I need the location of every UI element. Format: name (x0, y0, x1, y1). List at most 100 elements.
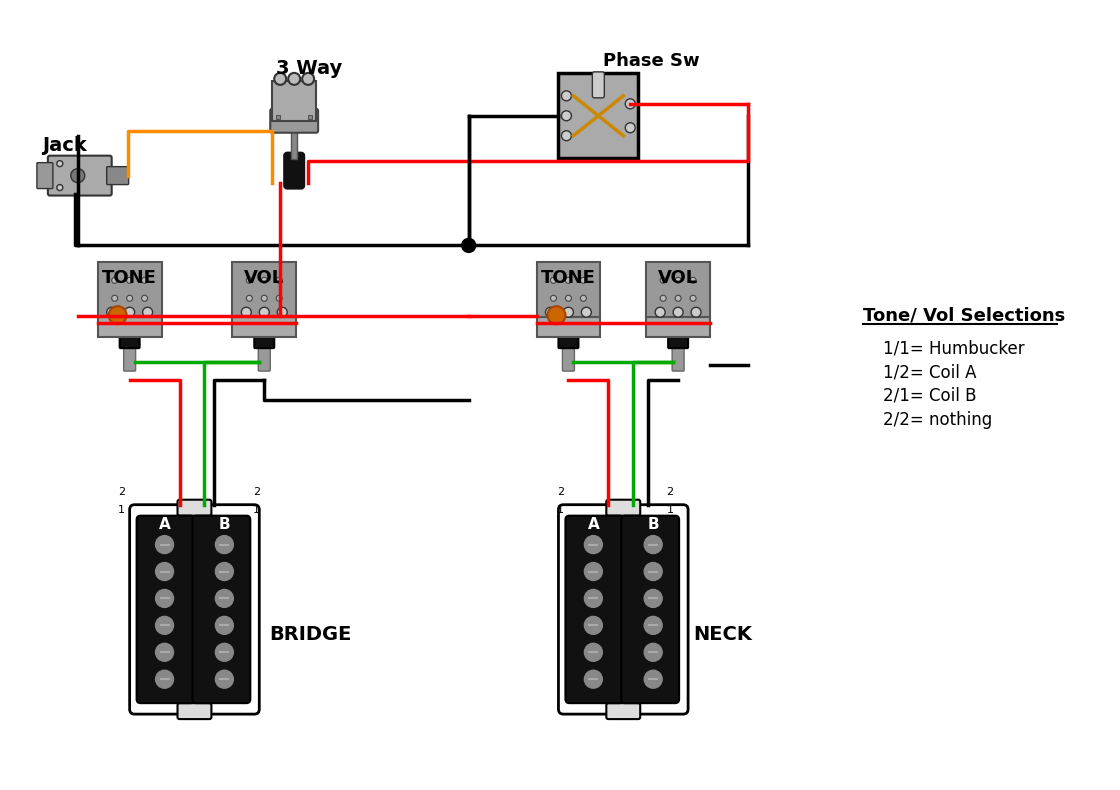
Text: 2: 2 (118, 487, 125, 497)
Circle shape (690, 277, 696, 284)
Circle shape (655, 307, 665, 318)
Circle shape (690, 295, 696, 301)
Circle shape (156, 536, 174, 554)
Circle shape (461, 239, 476, 252)
Circle shape (215, 536, 233, 554)
FancyBboxPatch shape (259, 344, 270, 371)
FancyBboxPatch shape (646, 262, 710, 318)
Circle shape (563, 307, 573, 318)
Circle shape (561, 111, 571, 121)
Circle shape (644, 562, 662, 581)
Bar (291, 130, 297, 159)
FancyBboxPatch shape (177, 500, 212, 516)
FancyBboxPatch shape (123, 344, 136, 371)
Circle shape (277, 295, 282, 301)
Bar (308, 115, 312, 118)
Text: 1: 1 (253, 505, 260, 514)
Circle shape (585, 562, 603, 581)
Circle shape (57, 160, 63, 167)
Circle shape (112, 295, 118, 301)
Text: 1: 1 (119, 505, 125, 514)
Text: B: B (647, 517, 659, 532)
Text: TONE: TONE (541, 269, 596, 288)
Circle shape (585, 536, 603, 554)
Circle shape (156, 562, 174, 581)
Text: BRIDGE: BRIDGE (269, 625, 352, 644)
FancyBboxPatch shape (646, 318, 710, 337)
Circle shape (156, 670, 174, 688)
Circle shape (581, 307, 591, 318)
Text: 1: 1 (666, 505, 673, 514)
Circle shape (156, 643, 174, 661)
Circle shape (585, 616, 603, 634)
Circle shape (106, 307, 116, 318)
Circle shape (644, 616, 662, 634)
Circle shape (675, 277, 681, 284)
FancyBboxPatch shape (48, 156, 112, 196)
FancyBboxPatch shape (536, 318, 600, 337)
Text: 2: 2 (666, 487, 674, 497)
Circle shape (215, 643, 233, 661)
Circle shape (71, 168, 85, 182)
Circle shape (644, 670, 662, 688)
Circle shape (261, 295, 268, 301)
Circle shape (644, 536, 662, 554)
Circle shape (260, 307, 269, 318)
Circle shape (124, 307, 134, 318)
FancyBboxPatch shape (97, 262, 161, 318)
FancyBboxPatch shape (232, 262, 296, 318)
FancyBboxPatch shape (106, 167, 129, 185)
Circle shape (550, 277, 557, 284)
FancyBboxPatch shape (254, 337, 274, 348)
Text: 2: 2 (253, 487, 260, 497)
Circle shape (302, 73, 314, 85)
Circle shape (545, 307, 556, 318)
Circle shape (660, 277, 666, 284)
Circle shape (127, 295, 132, 301)
FancyBboxPatch shape (669, 337, 688, 348)
Text: VOL: VOL (659, 269, 698, 288)
Circle shape (246, 295, 252, 301)
Circle shape (261, 277, 268, 284)
Text: 2: 2 (557, 487, 564, 497)
Text: 1/2= Coil A: 1/2= Coil A (883, 363, 976, 381)
Circle shape (277, 277, 282, 284)
Text: Phase Sw: Phase Sw (604, 52, 700, 70)
Circle shape (644, 643, 662, 661)
Circle shape (246, 277, 252, 284)
Circle shape (580, 295, 587, 301)
Text: TONE: TONE (102, 269, 157, 288)
Circle shape (644, 589, 662, 608)
Circle shape (561, 130, 571, 141)
Text: 1/1= Humbucker: 1/1= Humbucker (883, 339, 1024, 357)
FancyBboxPatch shape (193, 516, 250, 703)
Circle shape (241, 307, 251, 318)
FancyBboxPatch shape (606, 703, 641, 719)
FancyBboxPatch shape (232, 318, 296, 337)
Text: A: A (159, 517, 170, 532)
Bar (277, 115, 280, 118)
Circle shape (274, 73, 287, 85)
Circle shape (288, 73, 300, 85)
Circle shape (215, 670, 233, 688)
Text: NECK: NECK (693, 625, 752, 644)
FancyBboxPatch shape (97, 318, 161, 337)
Circle shape (561, 91, 571, 101)
FancyBboxPatch shape (177, 703, 212, 719)
Circle shape (585, 589, 603, 608)
Circle shape (675, 295, 681, 301)
Circle shape (156, 589, 174, 608)
FancyBboxPatch shape (120, 337, 140, 348)
FancyBboxPatch shape (37, 163, 53, 189)
Text: Tone/ Vol Selections: Tone/ Vol Selections (862, 307, 1065, 324)
FancyBboxPatch shape (284, 152, 305, 189)
Circle shape (215, 589, 233, 608)
Text: 2/1= Coil B: 2/1= Coil B (883, 387, 976, 405)
Circle shape (215, 562, 233, 581)
Circle shape (585, 670, 603, 688)
Circle shape (141, 277, 148, 284)
FancyBboxPatch shape (270, 109, 318, 133)
FancyBboxPatch shape (536, 262, 600, 318)
FancyBboxPatch shape (559, 337, 578, 348)
Circle shape (57, 185, 63, 190)
